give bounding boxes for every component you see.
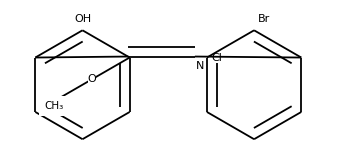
Text: N: N — [196, 61, 204, 71]
Text: O: O — [87, 74, 96, 84]
Text: Br: Br — [257, 14, 270, 24]
Text: CH₃: CH₃ — [45, 101, 64, 111]
Text: OH: OH — [74, 14, 91, 24]
Text: Cl: Cl — [211, 52, 222, 63]
